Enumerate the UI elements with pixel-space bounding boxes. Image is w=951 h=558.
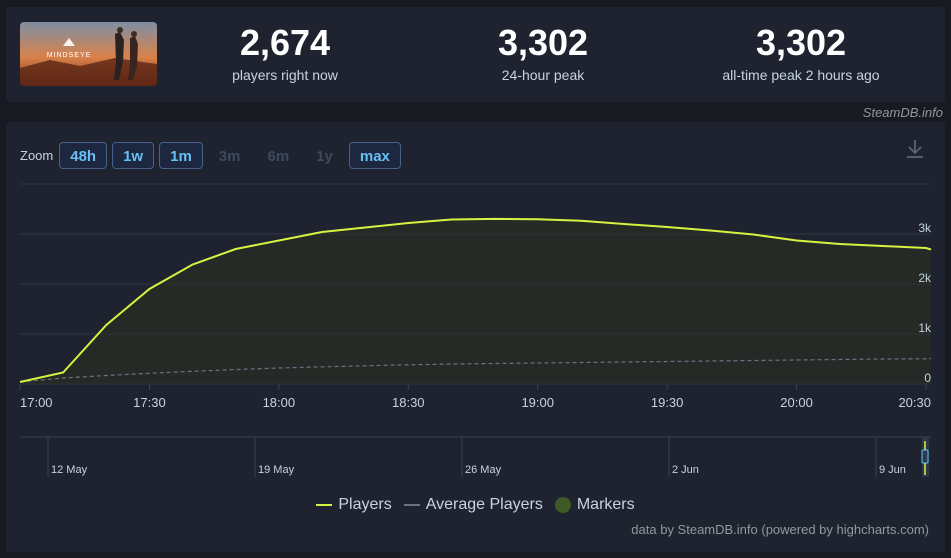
current-players-stat: 2,674 players right now bbox=[165, 22, 405, 84]
legend-markers-label: Markers bbox=[576, 496, 635, 513]
players-line bbox=[19, 217, 932, 383]
zoom-1w-button[interactable]: 1w bbox=[112, 142, 155, 169]
y-tick-label-3: 3k bbox=[918, 221, 932, 235]
x-tick-label-7: 20:30 bbox=[898, 395, 931, 410]
y-tick-label-1: 1k bbox=[918, 321, 932, 335]
legend-average-label: Average Players bbox=[425, 496, 543, 513]
x-tick-label-4: 19:00 bbox=[521, 395, 554, 410]
game-artwork: MINDSEYE bbox=[20, 22, 157, 86]
x-tick-label-5: 19:30 bbox=[651, 395, 684, 410]
players-area-fill bbox=[20, 218, 931, 384]
zoom-1m-button[interactable]: 1m bbox=[159, 142, 203, 169]
y-tick-label-0: 0 bbox=[924, 371, 931, 385]
x-tick-label-3: 18:30 bbox=[392, 395, 425, 410]
navigator-label-2: 26 May bbox=[465, 464, 502, 476]
current-players-value: 2,674 bbox=[239, 22, 331, 63]
legend-markers[interactable]: Markers bbox=[554, 496, 635, 514]
game-logo-text: MINDSEYE bbox=[47, 52, 92, 59]
all-time-peak-stat: 3,302 all-time peak 2 hours ago bbox=[681, 22, 921, 84]
legend-players[interactable]: Players bbox=[316, 496, 392, 514]
chart-legend: Players Average Players Markers bbox=[6, 496, 945, 514]
zoom-48h-button[interactable]: 48h bbox=[59, 142, 108, 169]
zoom-3m-button: 3m bbox=[218, 148, 241, 165]
x-tick-label-1: 17:30 bbox=[133, 395, 166, 410]
download-icon[interactable] bbox=[905, 138, 925, 160]
stats-panel: MINDSEYE 2,674 players right now 3,302 2… bbox=[6, 7, 945, 102]
legend-players-swatch bbox=[316, 504, 333, 506]
navigator[interactable]: 12 May 19 May 26 May 2 Jun 9 Jun bbox=[20, 436, 931, 477]
player-count-chart[interactable]: 0 1k 2k 3k 17:00 17:30 18:00 18:30 19:00 19:30 20… bbox=[6, 122, 945, 492]
all-time-peak-label: all-time peak 2 hours ago bbox=[722, 67, 880, 83]
highcharts-credit[interactable]: data by SteamDB.info (powered by highcha… bbox=[631, 522, 929, 537]
x-tick-label-0: 17:00 bbox=[20, 395, 53, 410]
zoom-6m-button: 6m bbox=[267, 148, 290, 165]
zoom-controls: Zoom 48h 1w 1m 3m 6m 1y max bbox=[20, 142, 406, 169]
all-time-peak-value: 3,302 bbox=[755, 22, 847, 63]
navigator-handle-icon[interactable] bbox=[921, 449, 929, 464]
navigator-label-4: 9 Jun bbox=[879, 464, 906, 476]
series-lines bbox=[19, 217, 932, 383]
y-axis-ticks: 0 1k 2k 3k bbox=[918, 221, 932, 385]
zoom-max-button[interactable]: max bbox=[348, 142, 401, 169]
legend-players-label: Players bbox=[338, 496, 392, 513]
legend-average-players[interactable]: Average Players bbox=[403, 496, 543, 514]
navigator-label-3: 2 Jun bbox=[672, 464, 699, 476]
current-players-label: players right now bbox=[232, 67, 338, 83]
navigator-label-1: 19 May bbox=[258, 464, 295, 476]
players-area bbox=[20, 218, 931, 384]
y-tick-label-2: 2k bbox=[918, 271, 932, 285]
chart-panel: Zoom 48h 1w 1m 3m 6m 1y max 0 1k 2k 3k 17:0… bbox=[6, 122, 945, 552]
legend-markers-swatch bbox=[554, 497, 571, 513]
game-thumbnail[interactable]: MINDSEYE bbox=[20, 22, 157, 86]
x-tick-label-6: 20:00 bbox=[780, 395, 813, 410]
peak-24h-label: 24-hour peak bbox=[501, 67, 585, 83]
x-axis-ticks: 17:00 17:30 18:00 18:30 19:00 19:30 20:00 20:30 bbox=[19, 384, 931, 410]
peak-24h-value: 3,302 bbox=[497, 22, 589, 63]
steamdb-credit[interactable]: SteamDB.info bbox=[862, 105, 943, 120]
zoom-label: Zoom bbox=[20, 148, 54, 163]
navigator-label-0: 12 May bbox=[51, 464, 88, 476]
peak-24h-stat: 3,302 24-hour peak bbox=[423, 22, 663, 84]
average-players-line bbox=[19, 357, 932, 383]
zoom-1y-button: 1y bbox=[316, 148, 333, 165]
legend-average-swatch bbox=[403, 504, 420, 506]
x-tick-label-2: 18:00 bbox=[263, 395, 296, 410]
